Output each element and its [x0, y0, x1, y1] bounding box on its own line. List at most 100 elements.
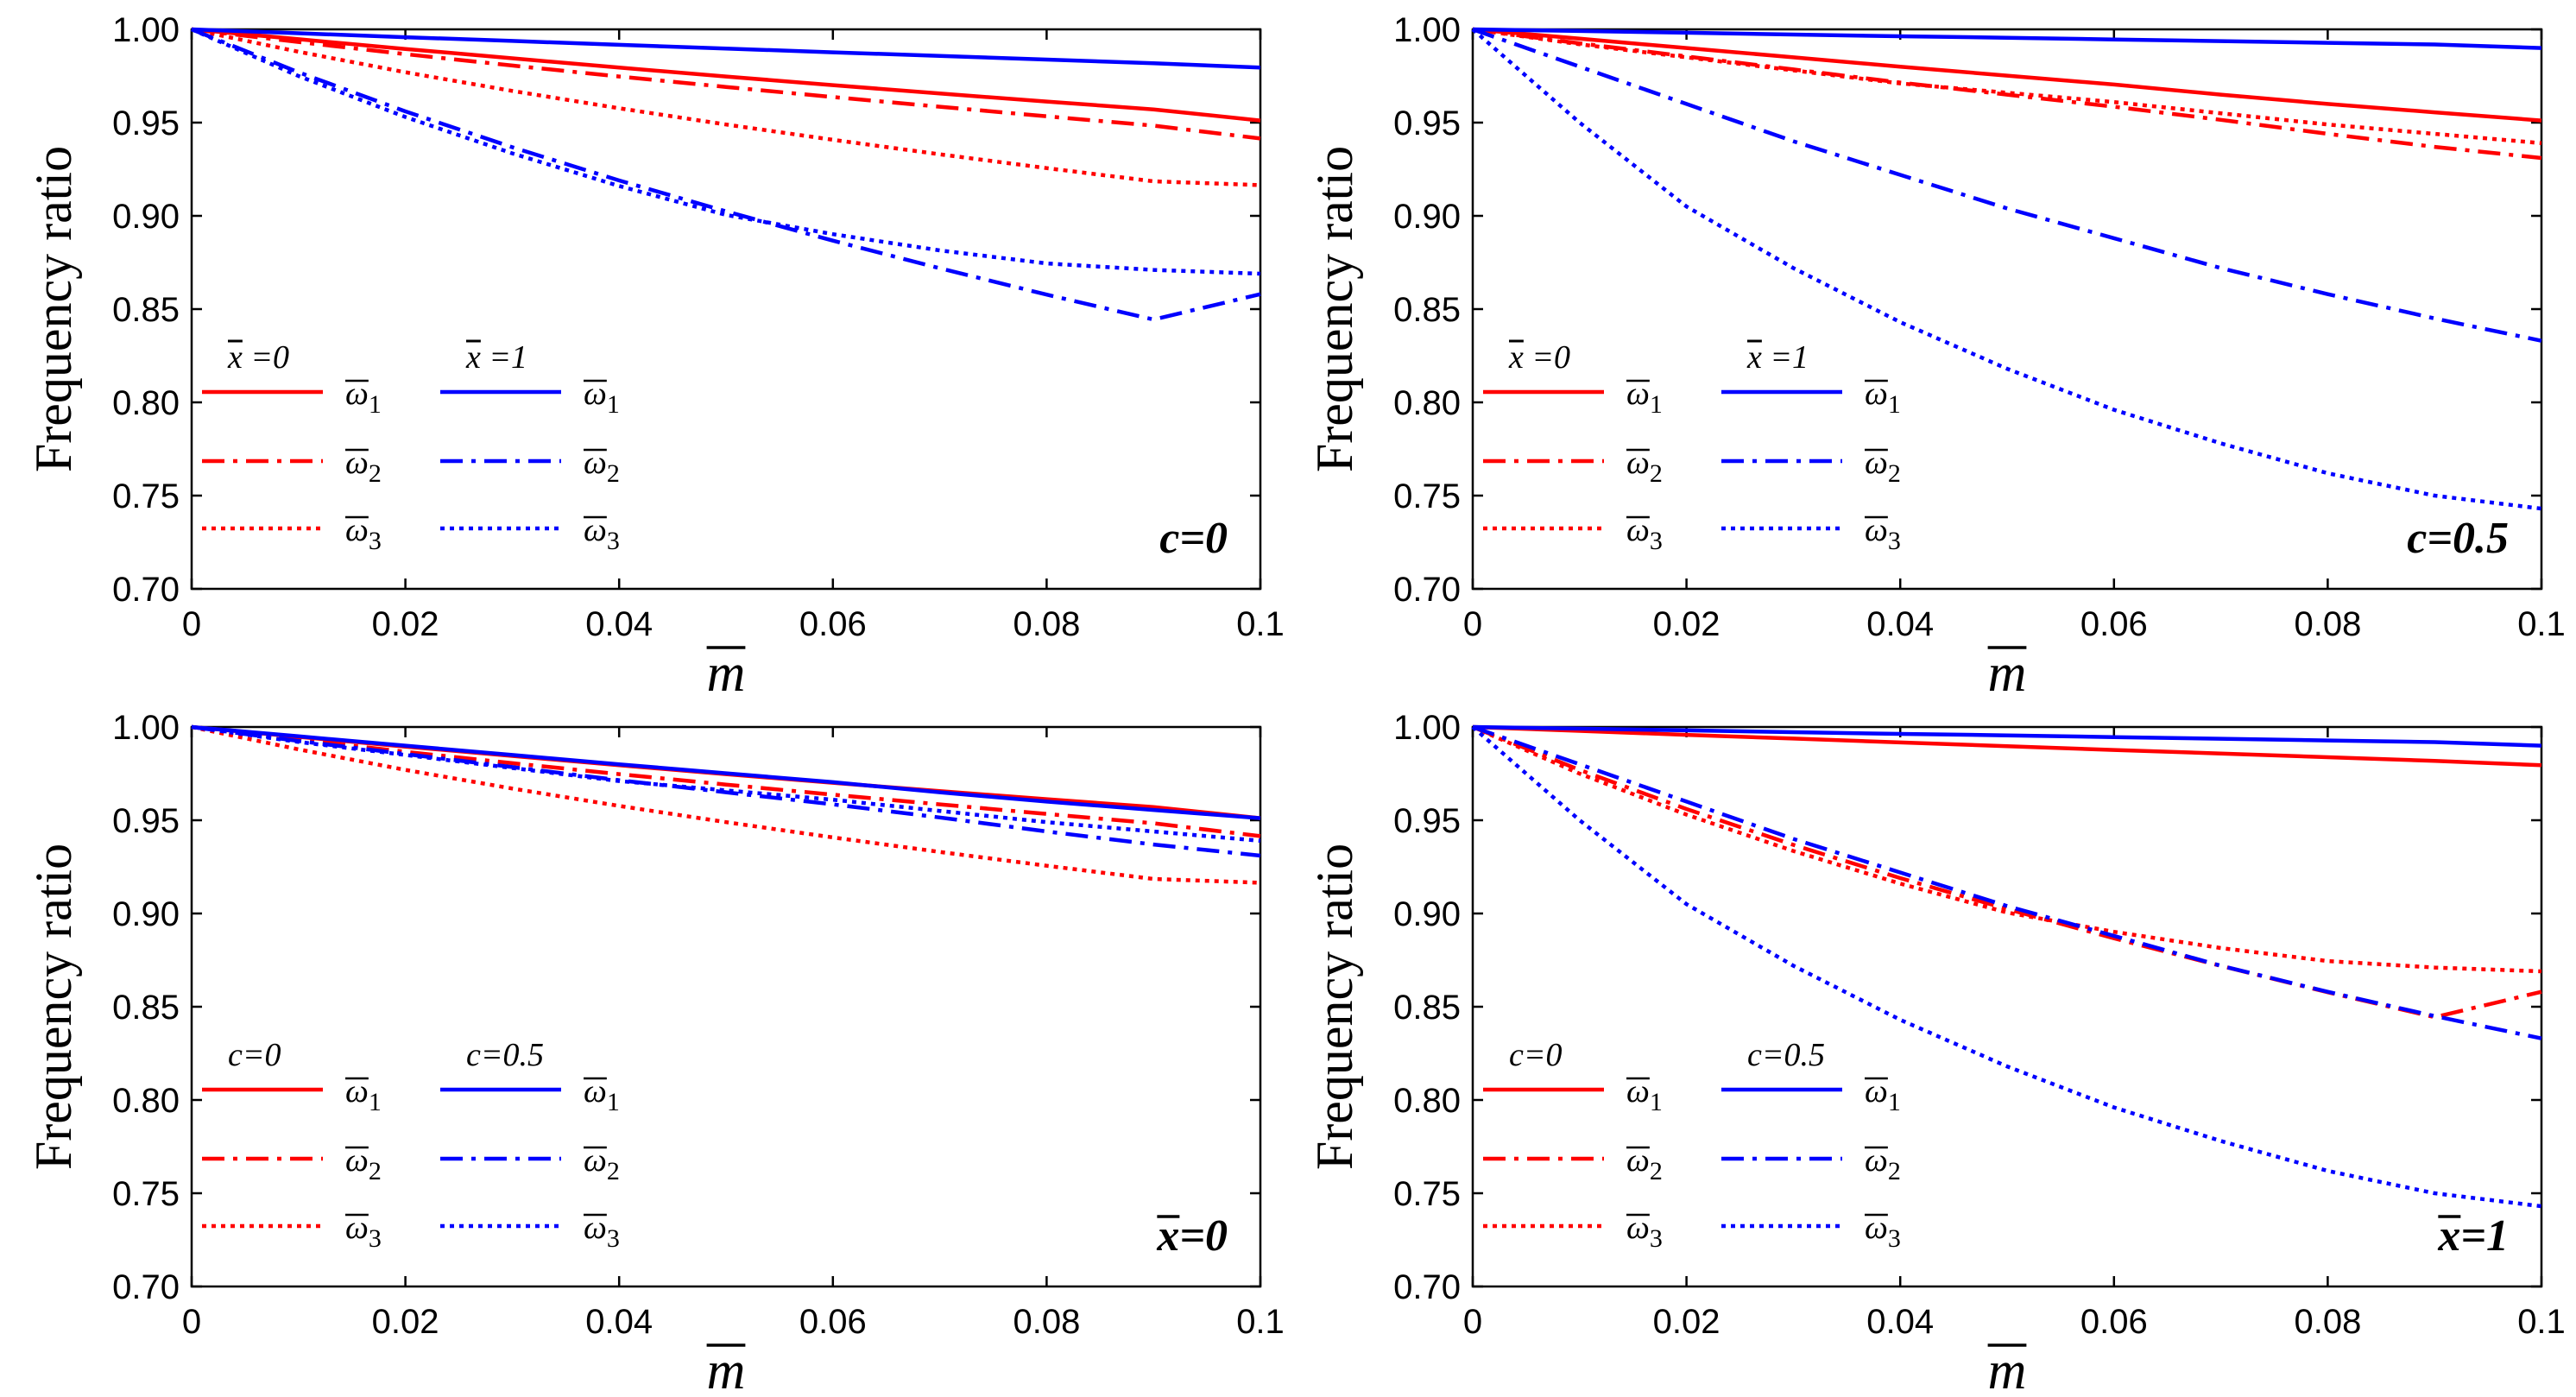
- x-axis-label: m: [707, 644, 746, 703]
- legend-group-title: x =0: [227, 339, 289, 376]
- legend-group-title: x =0: [1508, 339, 1570, 376]
- x-tick-label: 0.06: [2080, 1303, 2148, 1341]
- x-tick-label: 0: [1463, 605, 1482, 643]
- series-line-red-solid: [1472, 27, 2542, 123]
- series-line-blue-dotted: [1471, 725, 2542, 1209]
- series-line-red-dotted: [1472, 27, 2542, 146]
- series-line-red-dotted: [1472, 724, 2542, 974]
- panel-annotation: c=0.5: [2407, 514, 2509, 563]
- x-tick-label: 0.02: [1653, 605, 1720, 643]
- series-line-blue-solid: [191, 27, 1261, 70]
- y-tick-label: 0.85: [112, 291, 180, 329]
- series-line-red-dashdot: [1472, 27, 2542, 161]
- y-tick-label: 0.85: [112, 989, 180, 1027]
- y-axis-label: Frequency ratio: [1306, 844, 1363, 1170]
- x-tick-label: 0.1: [1236, 605, 1285, 643]
- series-line-blue-solid: [1472, 27, 2542, 50]
- chart-panel-1: 0 0.02 0.04 0.06 0.08 0.1 0.70 0.75 0.80 0.85 0.90…: [25, 11, 1285, 703]
- x-axis-label: m: [1988, 1342, 2027, 1397]
- x-axis-label: m: [1988, 644, 2027, 703]
- y-tick-label: 0.80: [112, 1082, 180, 1120]
- x-tick-label: 0.02: [1653, 1303, 1720, 1341]
- x-tick-label: 0.04: [585, 605, 653, 643]
- x-tick-label: 0: [182, 605, 201, 643]
- x-tick-label: 0.04: [1866, 605, 1934, 643]
- y-tick-label: 1.00: [1393, 11, 1461, 49]
- plot-area: [190, 28, 1262, 591]
- series-line-blue-dashdot: [191, 724, 1261, 858]
- y-tick-label: 0.80: [1393, 1082, 1461, 1120]
- y-tick-label: 0.85: [1393, 291, 1461, 329]
- x-tick-label: 0.08: [1013, 605, 1080, 643]
- y-tick-label: 0.80: [1393, 384, 1461, 422]
- y-tick-label: 0.75: [112, 1175, 180, 1213]
- y-axis-label: Frequency ratio: [25, 146, 82, 472]
- legend-group-title: x =1: [1746, 339, 1809, 376]
- series-line-blue-dotted: [1471, 28, 2542, 511]
- plot-area: [190, 725, 1262, 1288]
- y-tick-label: 0.70: [1393, 571, 1461, 609]
- y-tick-label: 0.80: [112, 384, 180, 422]
- y-axis-label: Frequency ratio: [25, 844, 82, 1170]
- y-tick-label: 1.00: [112, 709, 180, 747]
- y-tick-label: 0.90: [1393, 198, 1461, 236]
- series-line-red-dashdot: [191, 27, 1261, 141]
- panel-annotation: x=0: [1156, 1211, 1228, 1261]
- y-tick-label: 0.95: [1393, 802, 1461, 840]
- series-line-red-solid: [1472, 724, 2542, 768]
- x-tick-label: 0: [1463, 1303, 1482, 1341]
- y-tick-label: 1.00: [112, 11, 180, 49]
- x-tick-label: 0.08: [1013, 1303, 1080, 1341]
- x-tick-label: 0.06: [2080, 605, 2148, 643]
- y-tick-label: 0.75: [1393, 477, 1461, 515]
- x-tick-label: 0.06: [799, 1303, 867, 1341]
- y-tick-label: 0.70: [1393, 1268, 1461, 1306]
- legend-group-title: c=0: [228, 1037, 281, 1073]
- x-tick-label: 0.02: [372, 605, 439, 643]
- legend-group-title: x =1: [465, 339, 527, 376]
- x-tick-label: 0.06: [799, 605, 867, 643]
- y-tick-label: 0.95: [112, 104, 180, 142]
- y-tick-label: 0.75: [1393, 1175, 1461, 1213]
- series-line-blue-dotted: [191, 724, 1261, 844]
- y-tick-label: 0.75: [112, 477, 180, 515]
- y-tick-label: 0.85: [1393, 989, 1461, 1027]
- series-line-red-dotted: [191, 724, 1261, 885]
- x-tick-label: 0: [182, 1303, 201, 1341]
- y-tick-label: 0.95: [1393, 104, 1461, 142]
- y-tick-label: 0.90: [1393, 895, 1461, 933]
- x-axis-label: m: [707, 1342, 746, 1397]
- panel-annotation: c=0: [1159, 514, 1228, 563]
- series-line-red-solid: [191, 27, 1261, 123]
- y-tick-label: 1.00: [1393, 709, 1461, 747]
- chart-panel-3: 0 0.02 0.04 0.06 0.08 0.1 0.70 0.75 0.80 0.85 0.90…: [25, 709, 1285, 1397]
- chart-panel-4: 0 0.02 0.04 0.06 0.08 0.1 0.70 0.75 0.80 0.85 0.90…: [1306, 709, 2566, 1397]
- x-tick-label: 0.1: [2517, 605, 2566, 643]
- legend-group-title: c=0: [1509, 1037, 1563, 1073]
- series-line-blue-solid: [1472, 724, 2542, 748]
- legend-group-title: c=0.5: [1747, 1037, 1825, 1073]
- y-tick-label: 0.90: [112, 895, 180, 933]
- series-line-blue-dotted: [191, 27, 1261, 276]
- x-tick-label: 0.02: [372, 1303, 439, 1341]
- x-tick-label: 0.1: [1236, 1303, 1285, 1341]
- x-tick-label: 0.04: [585, 1303, 653, 1341]
- x-tick-label: 0.1: [2517, 1303, 2566, 1341]
- series-line-blue-dashdot: [191, 27, 1261, 322]
- y-tick-label: 0.70: [112, 1268, 180, 1306]
- panel-annotation: x=1: [2437, 1211, 2509, 1261]
- y-tick-label: 0.95: [112, 802, 180, 840]
- y-tick-label: 0.70: [112, 571, 180, 609]
- y-tick-label: 0.90: [112, 198, 180, 236]
- series-line-blue-solid: [191, 724, 1261, 820]
- legend-group-title: c=0.5: [466, 1037, 544, 1073]
- y-axis-label: Frequency ratio: [1306, 146, 1363, 472]
- chart-panel-2: 0 0.02 0.04 0.06 0.08 0.1 0.70 0.75 0.80 0.85 0.90…: [1306, 11, 2566, 703]
- series-line-red-dotted: [191, 27, 1261, 187]
- plot-area: [1471, 28, 2543, 591]
